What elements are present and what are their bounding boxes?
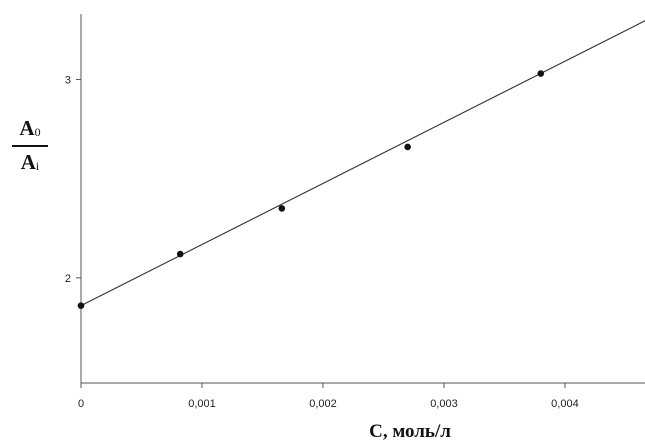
trendline-group (80, 20, 645, 307)
data-point (278, 205, 286, 212)
x-tick-label: 0,002 (309, 398, 337, 410)
x-tick-label: 0 (78, 398, 84, 410)
y-axis-numerator: A0 (19, 116, 41, 140)
y-axis-fraction-bar (12, 145, 48, 147)
x-tick-label: 0,004 (551, 398, 579, 410)
trendline (80, 20, 645, 307)
x-tick-label: 0,003 (430, 398, 458, 410)
x-axis-title: C, моль/л (369, 421, 451, 442)
data-point (404, 143, 411, 151)
y-tick-label: 3 (65, 74, 71, 86)
x-ticks: 0 0,001 0,002 0,003 0,004 (78, 383, 579, 410)
axes (80, 14, 645, 384)
data-point (176, 250, 184, 258)
data-point (77, 302, 85, 309)
y-tick-label: 2 (65, 273, 71, 285)
y-axis-denominator: Ai (20, 150, 40, 174)
x-tick-label: 0,001 (188, 398, 216, 410)
y-ticks: 23 (65, 74, 81, 285)
data-point (537, 70, 545, 77)
data-points (77, 70, 545, 309)
y-axis-title: A0 Ai (10, 116, 50, 177)
